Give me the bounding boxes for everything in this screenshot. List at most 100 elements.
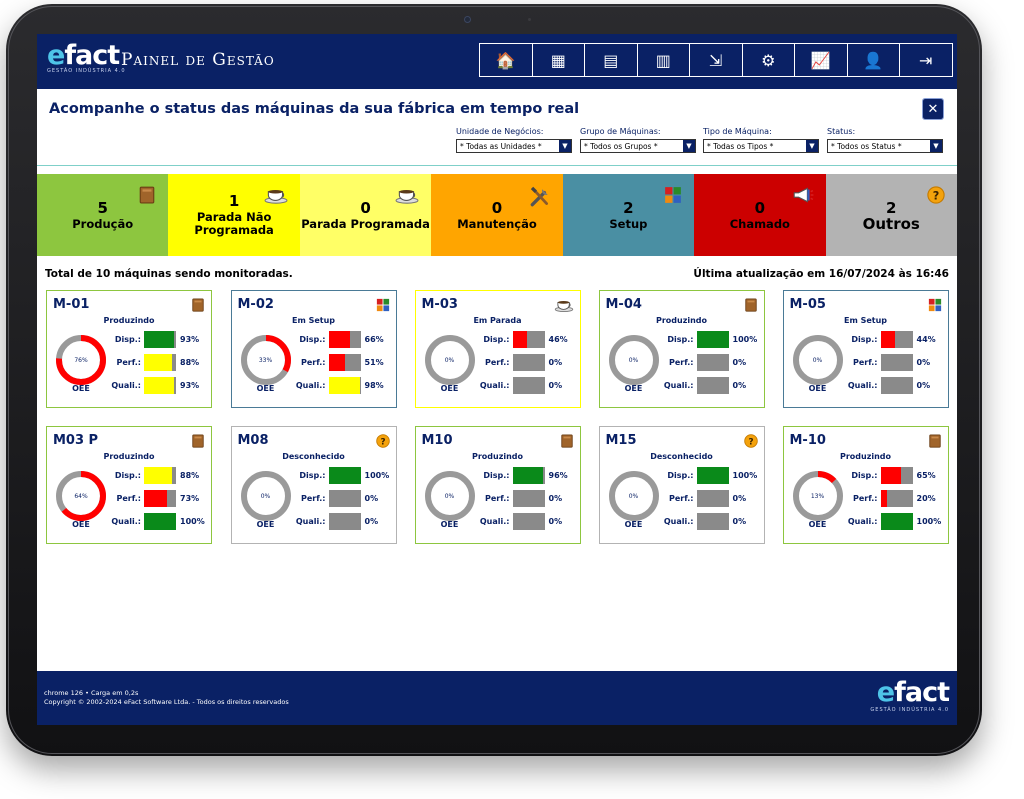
metric-label: Perf.:: [484, 358, 510, 367]
filter-value: * Todas os Tipos *: [707, 141, 774, 151]
metric-quali: Quali.: 98%: [286, 377, 394, 395]
filter-label: Tipo de Máquina:: [703, 127, 772, 136]
metric-bar: [328, 377, 361, 394]
metric-label: Perf.:: [116, 494, 141, 503]
filter-select[interactable]: * Todas as Unidades * ▼: [456, 139, 572, 153]
machine-card[interactable]: M-01 Produzindo 76% OEE Disp.: 93% Perf.: 88% Q…: [46, 290, 212, 408]
nav-clipboard-button[interactable]: ▥: [637, 43, 690, 77]
metric-disp: Disp.: 88%: [101, 467, 209, 485]
filter-select[interactable]: * Todos os Grupos * ▼: [580, 139, 696, 153]
metric-disp: Disp.: 100%: [286, 467, 394, 485]
status-tile-manuten-o[interactable]: 0 Manutenção: [431, 174, 563, 256]
efact-logo[interactable]: efact GESTÃO INDÚSTRIA 4.0: [47, 40, 126, 75]
machine-card[interactable]: M-03 Em Parada 0% OEE Disp.: 46% Perf.: 0% Qual…: [414, 290, 581, 408]
status-tile-produ-o[interactable]: 5 Produção: [37, 174, 169, 256]
close-button[interactable]: ✕: [922, 98, 944, 120]
filter-select[interactable]: * Todos os Status * ▼: [827, 139, 943, 153]
status-count: 2: [886, 198, 897, 217]
status-tile-parada-programada[interactable]: 0 Parada Programada: [299, 174, 432, 256]
metric-label: Disp.:: [851, 335, 878, 344]
coffee-cup-icon: [554, 297, 574, 316]
metric-value: 100%: [180, 517, 205, 526]
metric-disp: Disp.: 100%: [654, 467, 762, 485]
metric-quali: Quali.: 100%: [838, 513, 946, 531]
metric-value: 98%: [364, 381, 384, 390]
machine-name: M-05: [789, 297, 826, 312]
status-label: Produção: [72, 216, 134, 231]
box-icon: [560, 433, 574, 452]
app-title: Painel de Gestão: [121, 50, 275, 70]
metric-bar: [880, 354, 913, 371]
status-count: 0: [360, 198, 371, 217]
filter-value: * Todas as Unidades *: [460, 141, 542, 151]
chart-icon: 📈: [810, 50, 831, 70]
status-tile-outros[interactable]: 2 Outros?: [825, 174, 957, 256]
oee-value: 0%: [812, 356, 823, 364]
metric-fill: [328, 331, 350, 348]
metric-quali: Quali.: 0%: [654, 377, 762, 395]
machine-name: M15: [605, 433, 637, 448]
machine-card[interactable]: M-10 Produzindo 13% OEE Disp.: 65% Perf.: 20% Q…: [782, 426, 949, 544]
status-count: 2: [623, 198, 634, 217]
setup-blocks-icon: [928, 297, 942, 316]
tablet-frame: efact GESTÃO INDÚSTRIA 4.0 Painel de Ges…: [6, 4, 982, 756]
oee-gauge: 0%: [424, 334, 476, 386]
clipboard-icon: ▥: [655, 50, 671, 70]
metric-fill: [880, 467, 902, 484]
metric-value: 88%: [180, 358, 200, 367]
logout-icon: ⇥: [919, 50, 933, 70]
metric-label: Disp.:: [483, 471, 510, 480]
metric-fill: [328, 354, 345, 371]
nav-logout-button[interactable]: ⇥: [900, 43, 953, 77]
metric-quali: Quali.: 0%: [286, 513, 394, 531]
metric-label: Quali.:: [847, 381, 878, 390]
machine-status: Em Parada: [473, 316, 522, 325]
oee-label: OEE: [72, 384, 90, 393]
logo-text: efact: [47, 40, 120, 71]
status-label: Manutenção: [457, 216, 537, 231]
metric-value: 100%: [732, 471, 758, 480]
status-tile-setup[interactable]: 2 Setup: [562, 174, 695, 256]
footer: chrome 126 • Carga em 0,2s Copyright © 2…: [37, 671, 957, 725]
settings-icon: ⚙: [761, 50, 776, 70]
nav-settings-button[interactable]: ⚙: [742, 43, 795, 77]
machine-card[interactable]: M10 Produzindo 0% OEE Disp.: 96% Perf.: 0% Qual…: [414, 426, 581, 544]
svg-text:?: ?: [748, 438, 753, 448]
nav-user-button[interactable]: 👤: [847, 43, 900, 77]
metric-label: Perf.:: [484, 494, 510, 503]
metric-bar: [144, 377, 176, 394]
oee-value: 76%: [74, 356, 88, 364]
footer-copyright: Copyright © 2002-2024 eFact Software Ltd…: [44, 698, 289, 706]
metric-value: 0%: [732, 381, 747, 390]
machine-status: Produzindo: [103, 452, 155, 461]
nav-document-export-button[interactable]: ⇲: [690, 43, 743, 77]
chevron-down-icon[interactable]: ▼: [806, 140, 818, 152]
filter-select[interactable]: * Todas os Tipos * ▼: [703, 139, 819, 153]
metric-value: 0%: [548, 517, 563, 526]
metric-value: 93%: [180, 335, 200, 344]
status-tile-chamado[interactable]: 0 Chamado: [694, 174, 826, 256]
metric-bar: [512, 377, 545, 394]
machine-card[interactable]: M-05 Em Setup 0% OEE Disp.: 44% Perf.: 0% Quali…: [782, 290, 949, 408]
filter-3: Status: * Todos os Status * ▼: [827, 127, 943, 153]
metric-label: Disp.:: [114, 471, 141, 480]
status-label: Parada Não Programada: [194, 210, 274, 237]
nav-grid-button[interactable]: ▦: [532, 43, 585, 77]
status-tile-parada-n-o-programada[interactable]: 1 Parada Não Programada: [168, 174, 300, 256]
chevron-down-icon[interactable]: ▼: [930, 140, 942, 152]
metric-fill: [512, 467, 544, 484]
oee-value: 64%: [74, 492, 88, 500]
machine-card[interactable]: M03 P Produzindo 64% OEE Disp.: 88% Perf.: 73%…: [46, 426, 212, 544]
metric-label: Quali.:: [479, 381, 510, 390]
nav-home-button[interactable]: 🏠: [480, 43, 533, 77]
metric-bar: [328, 331, 361, 348]
nav-report-button[interactable]: ▤: [585, 43, 638, 77]
machine-card[interactable]: M15? Desconhecido 0% OEE Disp.: 100% Perf.: 0%…: [598, 426, 765, 544]
metric-bar: [696, 467, 729, 484]
machine-card[interactable]: M-02 Em Setup 33% OEE Disp.: 66% Perf.: 51% Qua…: [230, 290, 397, 408]
machine-card[interactable]: M-04 Produzindo 0% OEE Disp.: 100% Perf.: 0% Qu…: [598, 290, 765, 408]
machine-card[interactable]: M08? Desconhecido 0% OEE Disp.: 100% Perf.: 0%…: [230, 426, 397, 544]
nav-chart-button[interactable]: 📈: [795, 43, 848, 77]
chevron-down-icon[interactable]: ▼: [683, 140, 695, 152]
chevron-down-icon[interactable]: ▼: [559, 140, 571, 152]
